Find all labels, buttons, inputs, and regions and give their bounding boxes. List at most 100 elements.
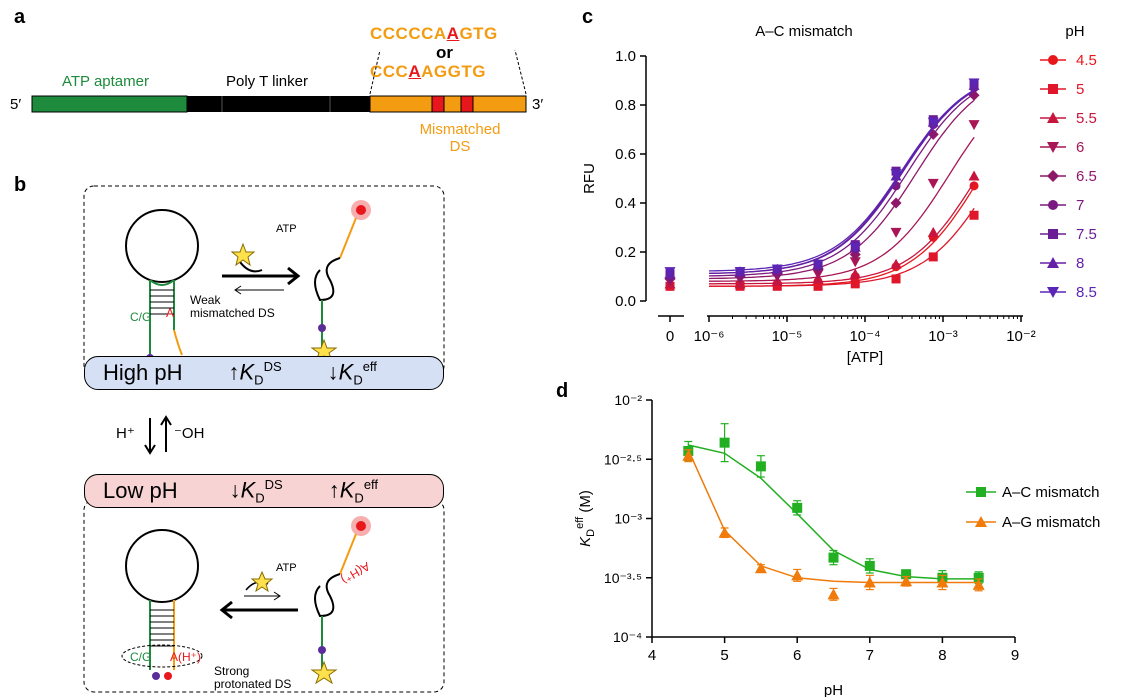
mechanism-diagram [0,180,560,697]
legend-label: 6 [1076,139,1084,156]
kd-ds-up: ↑KDDS [228,359,281,388]
x-tick-label: 0 [666,328,674,345]
x-tick-label: 10⁻³ [928,328,958,345]
kd-ds-sup: DS [264,359,282,374]
x-tick-label: 7 [866,647,874,664]
legend-label: 4.5 [1076,52,1097,69]
x-tick-label: 10⁻⁵ [772,328,803,345]
ah-label-low: A(H⁺) [170,650,201,664]
data-point [828,588,840,599]
mismatch-site [432,96,444,112]
high-ph-frame [84,186,444,376]
y-tick-label: 0.0 [615,293,636,310]
kd-ds-down: ↓KDDS [230,477,283,506]
zoom-line [515,50,526,94]
legend-label: 6.5 [1076,168,1097,185]
kd-sub: D [354,490,363,505]
data-point [892,274,901,283]
kd-ds-sup: DS [265,477,283,492]
down-arrow-icon: ↓ [328,359,339,384]
x-tick-label: 10⁻² [1006,328,1036,345]
y-tick-label: 0.8 [615,97,636,114]
h-plus-label: H⁺ [116,424,135,442]
high-ph-text: High pH [103,360,182,386]
x-tick-label: 8 [938,647,946,664]
legend-label: A–G mismatch [1002,514,1100,531]
legend-title: pH [1065,23,1084,40]
data-point [929,252,938,261]
atp-label-low: ATP [276,562,297,574]
kd-symbol: K [339,359,354,384]
kd-sub: D [353,372,362,387]
zoom-line [370,50,380,94]
y-axis-label: RFU [581,163,598,194]
weak-ds-line2: mismatched DS [190,307,275,320]
hairpin-closed-weak [126,210,198,364]
kd-symbol: K [241,477,256,502]
data-point [719,527,731,538]
atp-star [312,662,336,683]
y-tick-label: 10⁻² [614,392,642,408]
data-point [969,120,980,130]
low-ph-box: Low pH ↓KDDS ↑KDeff [84,474,444,508]
kd-symbol: K [340,477,355,502]
kd-symbol: K [239,359,254,384]
proton-equilibrium-arrows [145,417,171,453]
fluorophore-dot [164,672,172,680]
y-tick-label: 10⁻⁴ [613,629,642,645]
cg-label-high: C/G [130,310,151,324]
down-arrow-icon: ↓ [230,477,241,502]
legend-label: 8.5 [1076,284,1097,301]
kd-vs-ph-chart: 10⁻² 10⁻²·⁵ 10⁻³ 10⁻³·⁵ 10⁻⁴ 4 5 6 7 8 9 pH KDeff (M… [570,380,1121,697]
legend-label: A–C mismatch [1002,484,1100,501]
up-arrow-icon: ↑ [329,477,340,502]
legend-label: 5 [1076,81,1084,98]
kd-sub: D [255,490,264,505]
y-tick-label: 0.2 [615,244,636,261]
quencher-dot [318,324,326,332]
atp-label: ATP [276,223,297,235]
legend-marker [1048,200,1058,210]
mismatch-ds-label-line2: DS [412,138,508,155]
x-axis-label: pH [824,682,843,697]
y-axis-label-sup: eff [574,516,586,529]
construct-diagram [0,0,560,140]
fluorophore-dot [356,521,366,531]
up-arrow-icon: ↑ [228,359,239,384]
open-conformation-low [315,516,371,675]
legend-label: 7.5 [1076,226,1097,243]
data-point [970,211,979,220]
atp-star [232,244,254,265]
legend-label: 5.5 [1076,110,1097,127]
low-ph-text: Low pH [103,478,178,504]
legend-label: 7 [1076,197,1084,214]
atp-star [252,572,272,591]
data-point [792,503,802,513]
y-tick-label: 10⁻³·⁵ [604,570,642,586]
open-conformation-high [315,200,371,355]
kd-sub: D [254,372,263,387]
strong-ds-line2: protonated DS [214,678,291,691]
data-point [720,438,730,448]
forward-arrow-high [222,262,298,294]
x-tick-label: 9 [1011,647,1019,664]
quencher-dot [318,646,326,654]
data-point [865,561,875,571]
x-axis-label: [ATP] [847,349,883,366]
y-axis-label-sub: D [585,529,597,537]
titration-chart: A–C mismatch0.00.20.40.60.81.0RFU0 10⁻⁶ 10… [570,0,1121,370]
data-point [928,179,939,189]
a-label-high: A [166,306,174,320]
data-point [851,279,860,288]
data-point [891,228,902,238]
y-tick-label: 0.4 [615,195,636,212]
kd-eff-sup: eff [363,359,377,374]
high-ph-box: High pH ↑KDDS ↓KDeff [84,356,444,390]
y-tick-label: 1.0 [615,48,636,65]
linker-segment [187,96,370,112]
ds-segment [370,96,526,112]
x-tick-label: 6 [793,647,801,664]
data-point [928,227,939,237]
data-point [829,553,839,563]
legend-marker [1048,55,1058,65]
